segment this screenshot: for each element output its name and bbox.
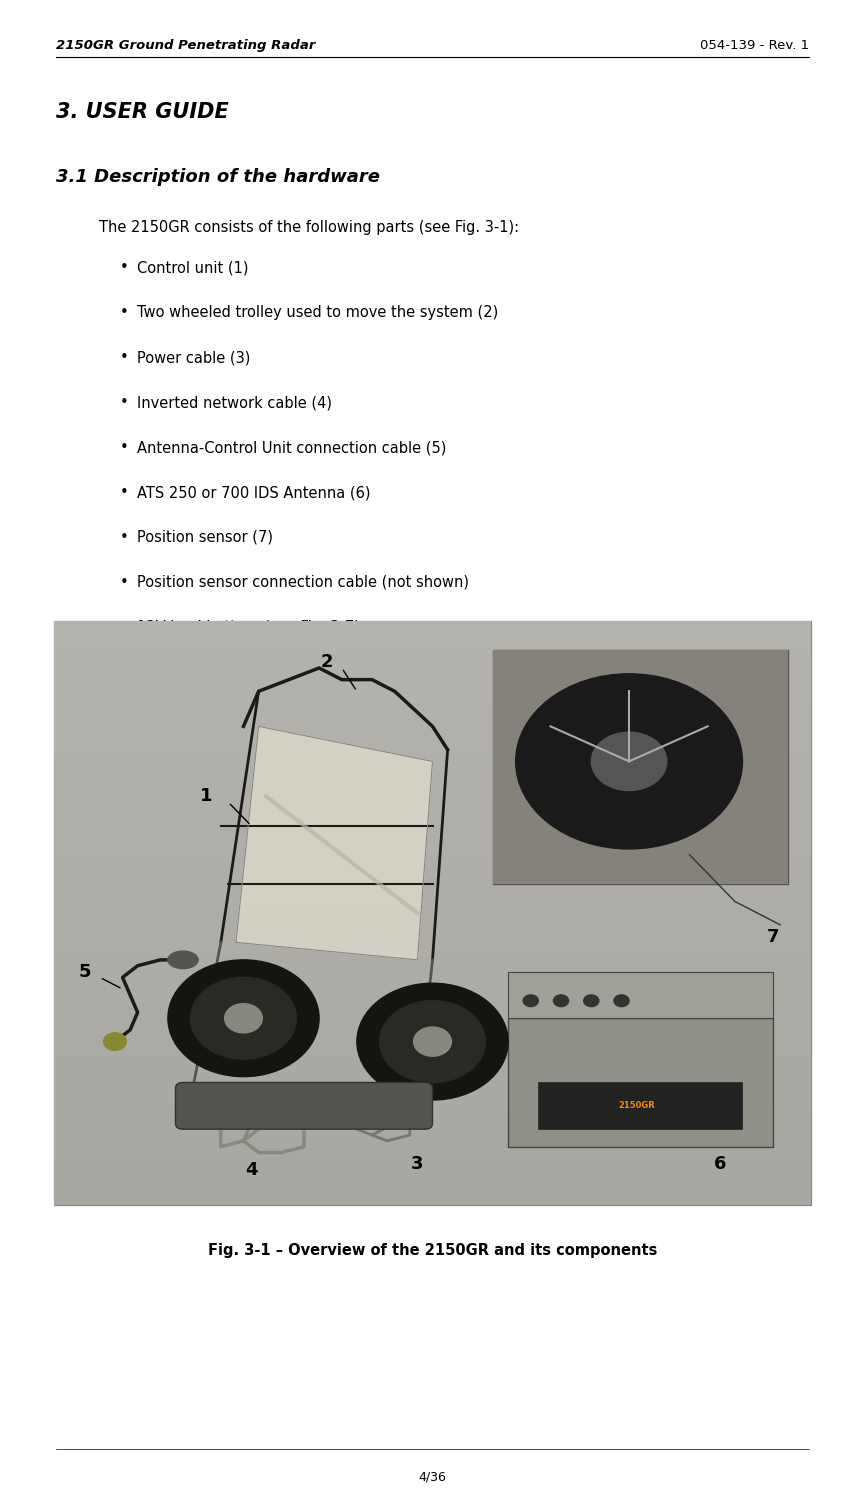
Text: Notebook computer (see specifications in paragraph 5.1): Notebook computer (see specifications in… bbox=[137, 665, 555, 680]
Text: 6: 6 bbox=[714, 1156, 726, 1174]
Text: •: • bbox=[119, 350, 128, 365]
Text: •: • bbox=[119, 665, 128, 680]
Text: •: • bbox=[119, 305, 128, 320]
FancyBboxPatch shape bbox=[493, 650, 788, 883]
Text: 1: 1 bbox=[200, 787, 212, 805]
Text: 3. USER GUIDE: 3. USER GUIDE bbox=[56, 102, 229, 121]
Text: Two wheeled trolley used to move the system (2): Two wheeled trolley used to move the sys… bbox=[137, 305, 498, 320]
Ellipse shape bbox=[614, 996, 629, 1006]
Ellipse shape bbox=[168, 951, 198, 969]
Text: Inverted network cable (4): Inverted network cable (4) bbox=[137, 395, 331, 410]
Ellipse shape bbox=[516, 674, 742, 849]
Text: •: • bbox=[119, 530, 128, 545]
Ellipse shape bbox=[104, 1033, 126, 1051]
Ellipse shape bbox=[225, 1003, 262, 1033]
Text: 4: 4 bbox=[245, 1162, 257, 1180]
Ellipse shape bbox=[413, 1027, 452, 1057]
FancyBboxPatch shape bbox=[176, 1082, 432, 1129]
Ellipse shape bbox=[554, 996, 568, 1006]
Text: Position sensor connection cable (not shown): Position sensor connection cable (not sh… bbox=[137, 575, 469, 590]
Text: •: • bbox=[119, 440, 128, 455]
Text: 2150GR Ground Penetrating Radar: 2150GR Ground Penetrating Radar bbox=[56, 39, 316, 52]
Ellipse shape bbox=[592, 732, 667, 790]
Ellipse shape bbox=[168, 960, 319, 1076]
Ellipse shape bbox=[190, 978, 297, 1060]
Text: •: • bbox=[119, 395, 128, 410]
Text: ATS 250 or 700 IDS Antenna (6): ATS 250 or 700 IDS Antenna (6) bbox=[137, 485, 370, 500]
Text: Power cable (3): Power cable (3) bbox=[137, 350, 250, 365]
Ellipse shape bbox=[584, 996, 599, 1006]
Ellipse shape bbox=[380, 1000, 485, 1082]
Text: Control unit (1): Control unit (1) bbox=[137, 260, 248, 275]
Text: •: • bbox=[119, 260, 128, 275]
Text: Fig. 3-1 – Overview of the 2150GR and its components: Fig. 3-1 – Overview of the 2150GR and it… bbox=[208, 1243, 657, 1257]
Text: 5: 5 bbox=[79, 963, 91, 981]
Text: Antenna-Control Unit connection cable (5): Antenna-Control Unit connection cable (5… bbox=[137, 440, 446, 455]
Text: 12V lead battery (see Fig. 3-7): 12V lead battery (see Fig. 3-7) bbox=[137, 620, 360, 635]
FancyBboxPatch shape bbox=[508, 1018, 772, 1147]
Text: •: • bbox=[119, 575, 128, 590]
Text: 7: 7 bbox=[766, 928, 779, 946]
Text: 3: 3 bbox=[411, 1156, 424, 1174]
FancyBboxPatch shape bbox=[508, 972, 772, 1018]
Polygon shape bbox=[236, 726, 432, 960]
Text: 4/36: 4/36 bbox=[419, 1470, 446, 1484]
FancyBboxPatch shape bbox=[538, 1082, 742, 1129]
Text: 2150GR: 2150GR bbox=[618, 1102, 655, 1111]
Text: s01om02j.jpg: s01om02j.jpg bbox=[57, 1190, 123, 1201]
Text: 3.1 Description of the hardware: 3.1 Description of the hardware bbox=[56, 168, 381, 186]
FancyBboxPatch shape bbox=[54, 621, 811, 1205]
Text: The 2150GR consists of the following parts (see Fig. 3-1):: The 2150GR consists of the following par… bbox=[99, 220, 520, 235]
Text: 054-139 - Rev. 1: 054-139 - Rev. 1 bbox=[700, 39, 809, 52]
Text: Position sensor (7): Position sensor (7) bbox=[137, 530, 272, 545]
Text: •: • bbox=[119, 485, 128, 500]
Text: 2: 2 bbox=[320, 653, 333, 671]
Text: •: • bbox=[119, 620, 128, 635]
Ellipse shape bbox=[523, 996, 538, 1006]
Ellipse shape bbox=[357, 984, 508, 1100]
